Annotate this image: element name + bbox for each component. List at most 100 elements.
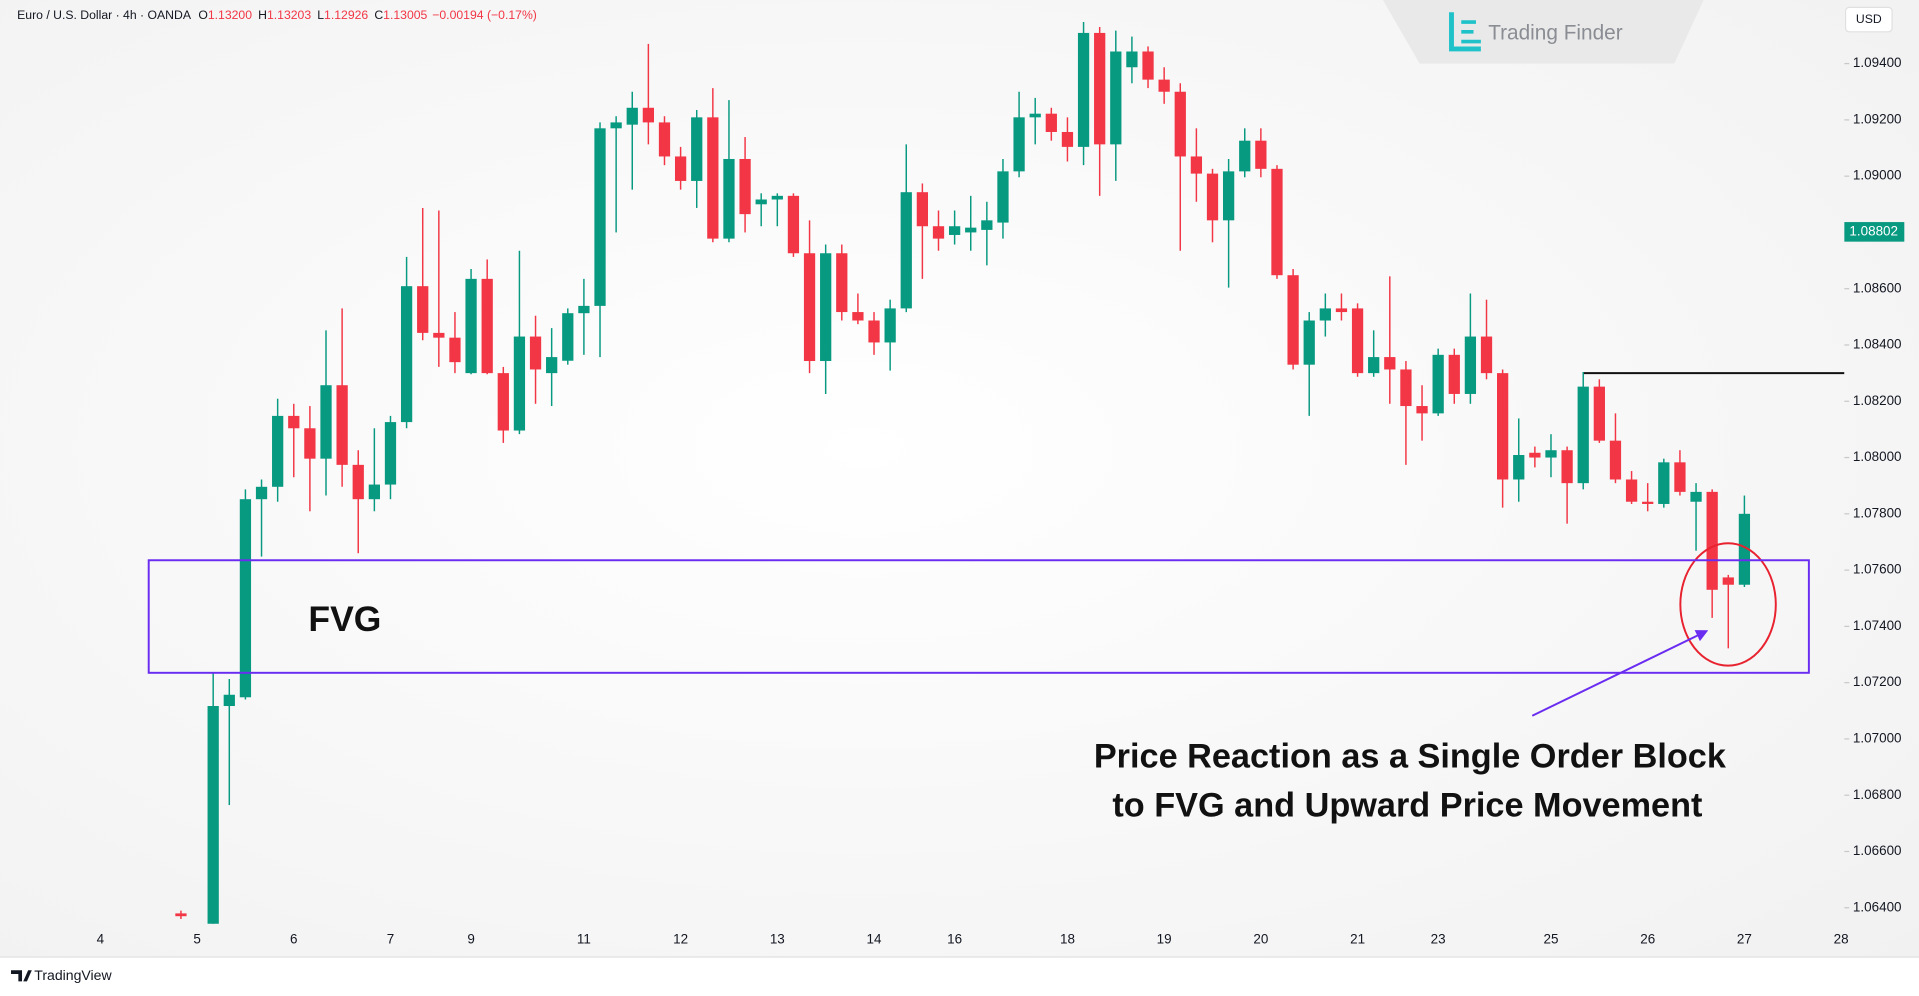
candle-body (1190, 156, 1203, 174)
candle-body (1529, 452, 1541, 458)
y-tick-label: 1.08000 (1853, 449, 1902, 464)
branding-logo (11, 970, 32, 982)
candle-body (1351, 308, 1364, 374)
candle-body (255, 486, 268, 500)
candle-body (836, 253, 848, 313)
x-tick-label: 26 (1640, 931, 1655, 946)
candle-body (610, 122, 622, 129)
candle-body (546, 357, 558, 374)
candle-body (465, 278, 477, 374)
candle-body (1384, 357, 1396, 370)
candle-body (771, 195, 783, 200)
ohlc-value: 1.13200 (208, 8, 252, 22)
zone-label: FVG (308, 599, 381, 639)
branding: TradingView (34, 967, 112, 983)
x-tick-label: 20 (1253, 931, 1268, 946)
candle-body (1464, 336, 1477, 394)
candle-body (1545, 450, 1557, 458)
candle-body (1609, 440, 1622, 480)
ohlc-label: O (198, 8, 208, 22)
ohlc-value: 1.12926 (324, 8, 368, 22)
candle-body (868, 320, 880, 343)
candle-body (1142, 51, 1154, 80)
candle-body (1013, 117, 1025, 172)
candle-body (1222, 171, 1235, 221)
candle-body (1400, 369, 1412, 407)
footer (0, 958, 1919, 996)
candle-body (707, 117, 719, 239)
candle-body (1126, 51, 1138, 68)
x-tick-label: 7 (387, 931, 394, 946)
candle-body (723, 158, 735, 239)
candle-body (1674, 462, 1686, 492)
y-tick-label: 1.09000 (1853, 168, 1902, 183)
symbol-title: Euro / U.S. Dollar · 4h · OANDA (17, 8, 192, 22)
candle-body (1593, 386, 1605, 441)
y-tick-label: 1.09200 (1853, 111, 1902, 126)
symbol-header: Euro / U.S. Dollar · 4h · OANDA O1.13200 H… (17, 8, 537, 22)
ohlc-label: L (317, 8, 324, 22)
candle-body (642, 107, 655, 123)
y-tick-label: 1.08200 (1853, 393, 1902, 408)
plot-area (175, 21, 1845, 924)
candle-body (433, 332, 445, 338)
candle-body (997, 171, 1009, 223)
candle-body (1206, 173, 1219, 221)
candle-body (1335, 308, 1348, 313)
candle-body (288, 415, 300, 429)
candle-body (932, 226, 945, 239)
candle-body (1174, 91, 1186, 157)
candle-body (1480, 336, 1493, 374)
y-tick-label: 1.09400 (1853, 55, 1902, 70)
candle-body (562, 313, 574, 361)
fvg-zone (147, 559, 1810, 674)
candle-body (852, 312, 864, 321)
candle-body (400, 286, 413, 423)
candle-body (948, 226, 961, 235)
candle-body (1738, 513, 1751, 585)
candle-body (1029, 113, 1041, 118)
candle-body (803, 253, 816, 362)
x-tick-label: 28 (1834, 931, 1849, 946)
candle-body (481, 278, 493, 374)
current-price-box (1844, 222, 1905, 242)
candle-body (272, 415, 284, 487)
candle-body (755, 199, 767, 205)
highlight-circle (1679, 542, 1777, 667)
candle-body (981, 220, 993, 230)
change: −0.00194 (−0.17%) (432, 8, 537, 22)
candle-body (1658, 462, 1670, 504)
ohlc-label: H (258, 8, 267, 22)
candle-body (1625, 479, 1638, 502)
x-tick-label: 12 (673, 931, 688, 946)
candle-body (965, 227, 977, 233)
candle-body (529, 336, 542, 370)
candle-body (1319, 308, 1331, 321)
candle-body (417, 286, 429, 333)
x-tick-label: 25 (1544, 931, 1559, 946)
currency: USD (1856, 12, 1882, 26)
x-tick-label: 18 (1060, 931, 1075, 946)
y-tick-label: 1.06800 (1853, 787, 1902, 802)
y-tick-label: 1.08600 (1853, 280, 1902, 295)
candle-body (739, 158, 751, 215)
candle-body (1158, 79, 1170, 92)
candle-body (1432, 354, 1444, 414)
x-tick-label: 16 (947, 931, 962, 946)
candle-body (304, 428, 316, 459)
ohlc-value: 1.13203 (267, 8, 311, 22)
candle-body (368, 484, 380, 500)
x-tick-label: 19 (1157, 931, 1172, 946)
candle-body (1448, 354, 1460, 394)
y-tick-label: 1.07200 (1853, 674, 1902, 689)
candle-body (1287, 275, 1299, 365)
candle-body (674, 156, 687, 181)
candle-body (1110, 51, 1122, 145)
candle-body (239, 499, 252, 698)
current-price-label: 1.08802 (1849, 223, 1898, 238)
candle-body (1271, 168, 1283, 276)
candle-body (658, 122, 671, 157)
